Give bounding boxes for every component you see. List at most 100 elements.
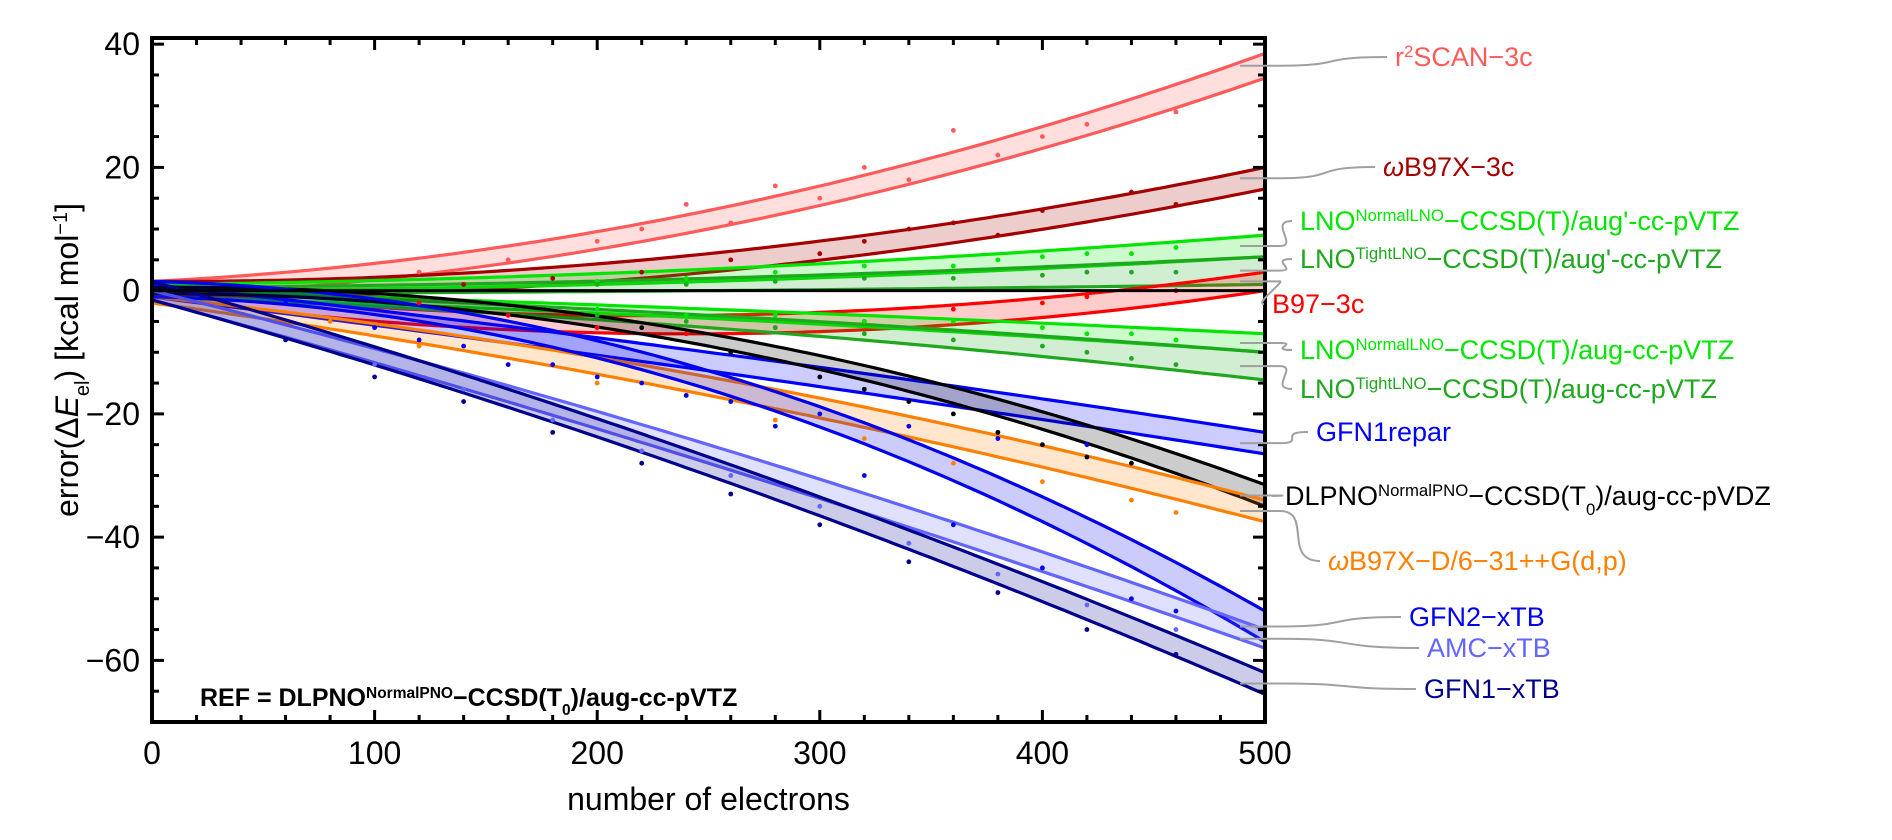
label-part: DLPNO <box>1285 481 1378 511</box>
data-point <box>906 424 911 429</box>
data-point <box>595 307 600 312</box>
label-part: −CCSD(T <box>453 684 562 712</box>
label-part: GFN1−xTB <box>1424 674 1560 704</box>
y-label-part: −1 <box>50 212 72 235</box>
reference-note: REF = DLPNONormalPNO−CCSD(T0)/aug-cc-pVT… <box>200 684 737 719</box>
label-part: AMC−xTB <box>1427 633 1551 663</box>
data-point <box>550 362 555 367</box>
data-point <box>862 264 867 269</box>
data-point <box>417 338 422 343</box>
data-point <box>461 387 466 392</box>
data-point <box>1040 442 1045 447</box>
data-point <box>951 276 956 281</box>
data-point <box>862 165 867 170</box>
data-point <box>773 279 778 284</box>
label-part: GFN2−xTB <box>1409 602 1545 632</box>
series-label: LNOTightLNO−CCSD(T)/aug'-cc-pVTZ <box>1300 244 1722 275</box>
label-part: LNO <box>1300 206 1356 236</box>
x-tick-label: 300 <box>793 735 846 771</box>
data-point <box>1085 251 1090 256</box>
label-part: −CCSD(T)/aug'-cc-pVTZ <box>1444 206 1739 236</box>
data-point <box>550 418 555 423</box>
data-point <box>639 461 644 466</box>
data-point <box>684 202 689 207</box>
data-point <box>951 522 956 527</box>
data-point <box>1174 270 1179 275</box>
x-tick-label: 400 <box>1016 735 1069 771</box>
data-point <box>684 313 689 318</box>
label-part: NormalPNO <box>366 685 453 702</box>
label-part: ω <box>1328 546 1349 576</box>
data-point <box>1085 331 1090 336</box>
label-part: 0 <box>562 702 571 719</box>
data-point <box>906 227 911 232</box>
label-part: ω <box>1383 152 1404 182</box>
label-part: −CCSD(T <box>1468 481 1586 511</box>
data-point <box>1174 245 1179 250</box>
data-point <box>1174 627 1179 632</box>
data-point <box>417 301 422 306</box>
label-part: 0 <box>1586 500 1595 519</box>
bands-layer <box>152 53 1265 694</box>
data-point <box>1085 442 1090 447</box>
data-point <box>372 362 377 367</box>
series-label: LNONormalLNO−CCSD(T)/aug'-cc-pVTZ <box>1300 206 1739 237</box>
data-point <box>639 270 644 275</box>
data-point <box>906 399 911 404</box>
data-point <box>1129 270 1134 275</box>
data-point <box>1040 301 1045 306</box>
label-part: −CCSD(T)/aug'-cc-pVTZ <box>1427 244 1722 274</box>
data-point <box>906 541 911 546</box>
series-label: GFN1−xTB <box>1424 674 1560 704</box>
data-point <box>995 572 1000 577</box>
data-point <box>773 313 778 318</box>
y-tick-label: −60 <box>86 642 140 678</box>
series-label: GFN2−xTB <box>1409 602 1545 632</box>
label-part: TightLNO <box>1356 374 1427 393</box>
data-point <box>728 350 733 355</box>
data-point <box>639 227 644 232</box>
label-part: SCAN−3c <box>1413 42 1532 72</box>
data-point <box>817 375 822 380</box>
data-point <box>1085 627 1090 632</box>
data-point <box>951 264 956 269</box>
data-point <box>951 411 956 416</box>
data-point <box>1085 294 1090 299</box>
data-point <box>817 196 822 201</box>
data-point <box>461 399 466 404</box>
x-tick-label: 500 <box>1238 735 1291 771</box>
data-point <box>773 183 778 188</box>
label-part: GFN1repar <box>1316 417 1451 447</box>
label-part: B97X−3c <box>1404 152 1514 182</box>
y-label-part: el <box>72 380 94 396</box>
data-point <box>728 257 733 262</box>
y-tick-label: −20 <box>86 396 140 432</box>
series-label: B97−3c <box>1272 289 1364 319</box>
data-point <box>1040 566 1045 571</box>
data-point <box>1129 498 1134 503</box>
label-part: )/aug-cc-pVDZ <box>1595 481 1771 511</box>
data-point <box>684 282 689 287</box>
data-point <box>862 473 867 478</box>
data-point <box>372 375 377 380</box>
data-point <box>862 319 867 324</box>
data-point <box>1040 479 1045 484</box>
data-point <box>1085 122 1090 127</box>
data-point <box>728 220 733 225</box>
label-part: B97−3c <box>1272 289 1364 319</box>
label-part: TightLNO <box>1356 244 1427 263</box>
y-tick-label: 20 <box>104 149 140 185</box>
data-point <box>951 319 956 324</box>
data-point <box>595 282 600 287</box>
data-point <box>595 375 600 380</box>
data-point <box>1085 350 1090 355</box>
data-point <box>995 153 1000 158</box>
series-label: r2SCAN−3c <box>1395 42 1533 73</box>
data-point <box>1040 208 1045 213</box>
data-point <box>817 411 822 416</box>
data-point <box>906 559 911 564</box>
data-point <box>862 436 867 441</box>
data-point <box>1129 190 1134 195</box>
data-point <box>773 424 778 429</box>
